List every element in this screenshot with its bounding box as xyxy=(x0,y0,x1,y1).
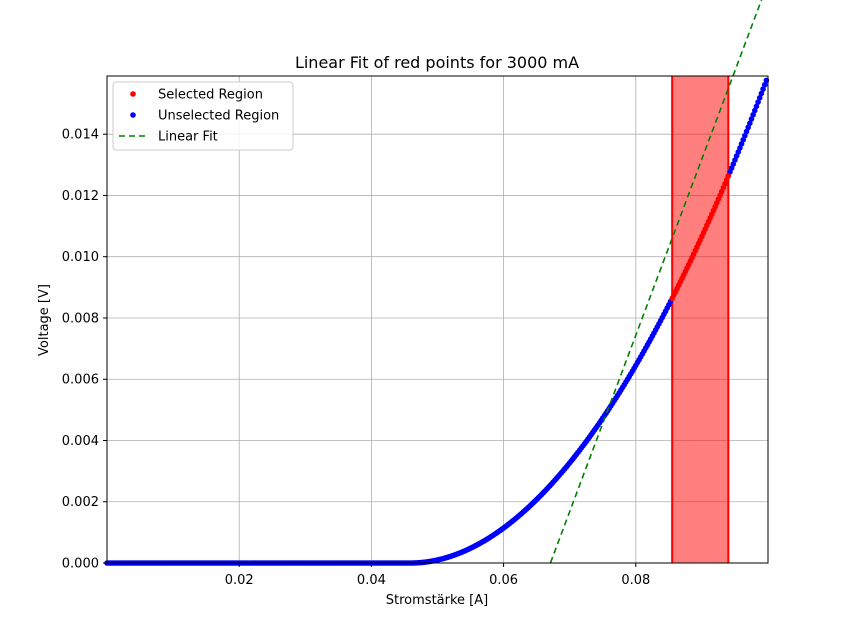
x-axis-label: Stromstärke [A] xyxy=(386,593,488,608)
linear-fit-line xyxy=(549,0,763,563)
selected-point xyxy=(725,173,732,179)
legend-marker xyxy=(130,112,136,118)
axes-frame xyxy=(106,75,769,564)
selected-region-fill xyxy=(672,76,729,563)
x-tick-label: 0.02 xyxy=(225,573,254,588)
legend-label: Linear Fit xyxy=(158,130,218,145)
legend-box xyxy=(112,81,294,151)
grid xyxy=(107,76,768,564)
legend-label: Selected Region xyxy=(158,88,263,103)
ticks: 0.02 0.04 0.06 0.08 0.000 0.002 0.004 0.006 0.00… xyxy=(62,128,650,588)
y-tick-label: 0.010 xyxy=(62,250,99,265)
y-tick-label: 0.004 xyxy=(62,434,99,449)
plot-background xyxy=(107,76,768,563)
selected-region-band xyxy=(671,76,730,563)
plot-area xyxy=(107,76,768,563)
y-tick-label: 0.014 xyxy=(62,128,99,143)
legend: Selected Region Unselected Region Linear F… xyxy=(112,81,294,151)
unselected-point xyxy=(751,107,758,114)
legend-marker xyxy=(130,91,136,97)
unselected-point xyxy=(747,120,753,126)
unselected-point xyxy=(755,99,761,105)
unselected-point xyxy=(753,103,760,110)
y-tick-label: 0.012 xyxy=(62,189,99,204)
legend-label: Unselected Region xyxy=(158,109,279,124)
unselected-point xyxy=(758,90,765,97)
unselected-point xyxy=(761,81,768,88)
y-tick-label: 0.008 xyxy=(62,311,99,326)
x-tick-label: 0.04 xyxy=(357,573,386,588)
y-tick-label: 0.002 xyxy=(62,495,99,510)
x-tick-label: 0.06 xyxy=(489,573,518,588)
unselected-point xyxy=(760,86,766,92)
unselected-point xyxy=(750,111,756,118)
chart-title: Linear Fit of red points for 3000 mA xyxy=(295,53,579,72)
unselected-point xyxy=(748,116,755,122)
linear-fit-line xyxy=(549,0,763,563)
data-points xyxy=(104,77,770,566)
unselected-point xyxy=(756,94,763,101)
y-tick-label: 0.006 xyxy=(62,373,99,388)
y-axis-label: Voltage [V] xyxy=(37,284,52,356)
x-tick-label: 0.08 xyxy=(621,573,650,588)
y-tick-label: 0.000 xyxy=(62,557,99,572)
axes xyxy=(106,75,769,564)
